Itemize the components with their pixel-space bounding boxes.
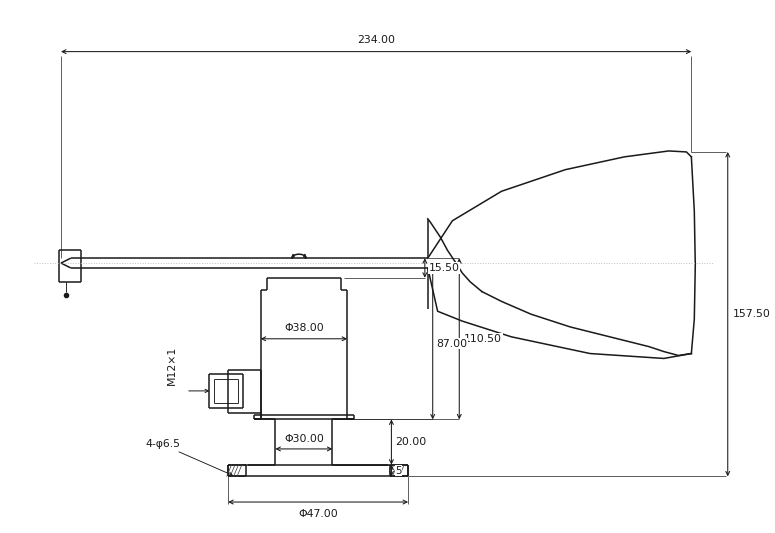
Text: 4-φ6.5: 4-φ6.5 xyxy=(146,439,181,449)
Text: Φ30.00: Φ30.00 xyxy=(284,434,324,444)
Text: 87.00: 87.00 xyxy=(436,338,468,349)
Text: 234.00: 234.00 xyxy=(357,35,395,45)
Text: M12×1: M12×1 xyxy=(167,346,177,385)
Text: 157.50: 157.50 xyxy=(732,309,770,319)
Text: Φ47.00: Φ47.00 xyxy=(298,509,338,519)
Text: 110.50: 110.50 xyxy=(464,334,502,344)
Text: Φ38.00: Φ38.00 xyxy=(284,323,324,333)
Text: 5: 5 xyxy=(395,465,402,475)
Text: 15.50: 15.50 xyxy=(429,263,460,273)
Text: 20.00: 20.00 xyxy=(395,437,426,447)
